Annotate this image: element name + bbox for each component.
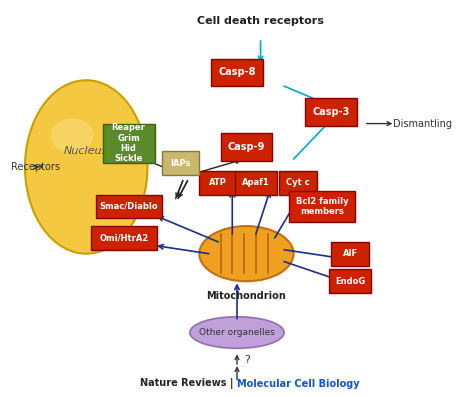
FancyBboxPatch shape: [329, 270, 371, 293]
Text: Receptors: Receptors: [11, 162, 60, 172]
Text: ?: ?: [244, 355, 250, 365]
Ellipse shape: [199, 226, 293, 281]
Text: IAPs: IAPs: [170, 158, 191, 168]
FancyBboxPatch shape: [199, 171, 237, 195]
Ellipse shape: [51, 118, 93, 153]
FancyBboxPatch shape: [96, 195, 162, 218]
Text: Smac/Diablo: Smac/Diablo: [100, 202, 158, 211]
Text: Casp-3: Casp-3: [312, 107, 350, 117]
Text: Apaf1: Apaf1: [242, 178, 270, 187]
FancyBboxPatch shape: [91, 226, 157, 250]
FancyBboxPatch shape: [235, 171, 277, 195]
Ellipse shape: [190, 317, 284, 348]
FancyBboxPatch shape: [289, 191, 355, 222]
Ellipse shape: [25, 80, 147, 254]
Text: Cell death receptors: Cell death receptors: [197, 16, 324, 26]
Text: EndoG: EndoG: [335, 277, 365, 286]
Text: Other organelles: Other organelles: [199, 328, 275, 337]
Text: Casp-9: Casp-9: [228, 142, 265, 152]
Text: Nature Reviews |: Nature Reviews |: [140, 378, 237, 389]
Text: Dismantling: Dismantling: [392, 119, 452, 129]
Text: Mitochondrion: Mitochondrion: [207, 291, 286, 301]
FancyBboxPatch shape: [220, 133, 273, 161]
FancyBboxPatch shape: [162, 151, 199, 175]
Text: →: →: [34, 162, 43, 172]
Text: Omi/HtrA2: Omi/HtrA2: [99, 233, 148, 243]
Text: Nucleus: Nucleus: [64, 146, 109, 156]
Text: Reaper
Grim
Hid
Sickle: Reaper Grim Hid Sickle: [112, 123, 146, 164]
FancyBboxPatch shape: [103, 123, 155, 163]
FancyBboxPatch shape: [331, 242, 369, 266]
Text: ATP: ATP: [209, 178, 227, 187]
Text: AIF: AIF: [343, 249, 358, 258]
FancyBboxPatch shape: [279, 171, 317, 195]
Text: Bcl2 family
members: Bcl2 family members: [295, 197, 348, 216]
Text: Molecular Cell Biology: Molecular Cell Biology: [237, 379, 360, 389]
FancyBboxPatch shape: [305, 98, 357, 125]
Text: Casp-8: Casp-8: [218, 67, 256, 77]
FancyBboxPatch shape: [211, 58, 263, 86]
Text: Cyt c: Cyt c: [286, 178, 310, 187]
